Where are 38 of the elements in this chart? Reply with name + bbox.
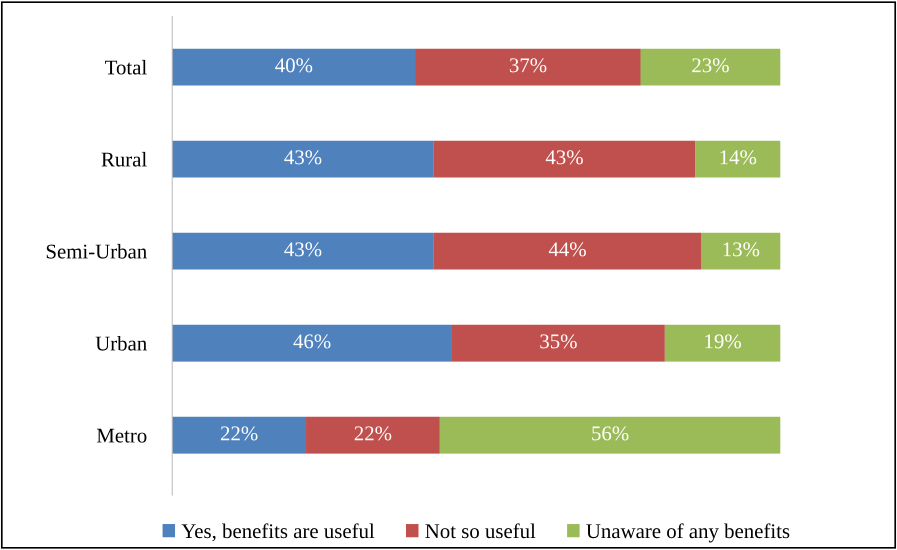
bar [440,416,780,454]
bar [172,324,452,362]
data-label: 37% [510,58,546,72]
data-label: 43% [284,150,322,164]
data-label: 43% [284,242,322,256]
bar [434,232,702,270]
data-label: 40% [275,58,312,72]
y-tick-label: Total [105,60,147,75]
bar [172,48,416,86]
bar [306,416,440,454]
bar [695,140,780,178]
legend-label: Unaware of any benefits [586,523,790,542]
bar [701,232,780,270]
data-label: 23% [692,58,729,72]
data-label: 19% [705,334,741,348]
bar [172,140,434,178]
bar [172,232,434,270]
data-label: 22% [354,426,392,440]
y-tick-label: Rural [102,152,147,167]
y-tick-label: Semi-Urban [46,244,147,259]
bar [452,324,665,362]
data-label: 46% [293,334,330,348]
legend-label: Yes, benefits are useful [182,523,374,542]
data-label: 43% [546,150,583,164]
bar [664,324,780,362]
bar [434,140,696,178]
bar [415,48,641,86]
data-label: 35% [540,334,577,348]
data-label: 44% [548,242,586,256]
legend-label: Not so useful [425,523,536,538]
data-label: 22% [220,426,258,440]
bar [172,416,306,454]
bar [640,48,780,86]
data-label: 14% [720,150,756,164]
data-label: 13% [724,242,760,256]
data-label: 56% [592,426,628,440]
y-tick-label: Metro [96,428,146,443]
y-tick-label: Urban [96,336,147,351]
